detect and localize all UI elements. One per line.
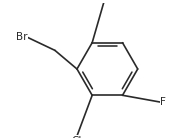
Text: Br: Br (16, 32, 27, 42)
Text: Cl: Cl (72, 136, 82, 138)
Text: F: F (160, 97, 166, 107)
Text: Cl: Cl (99, 0, 109, 2)
